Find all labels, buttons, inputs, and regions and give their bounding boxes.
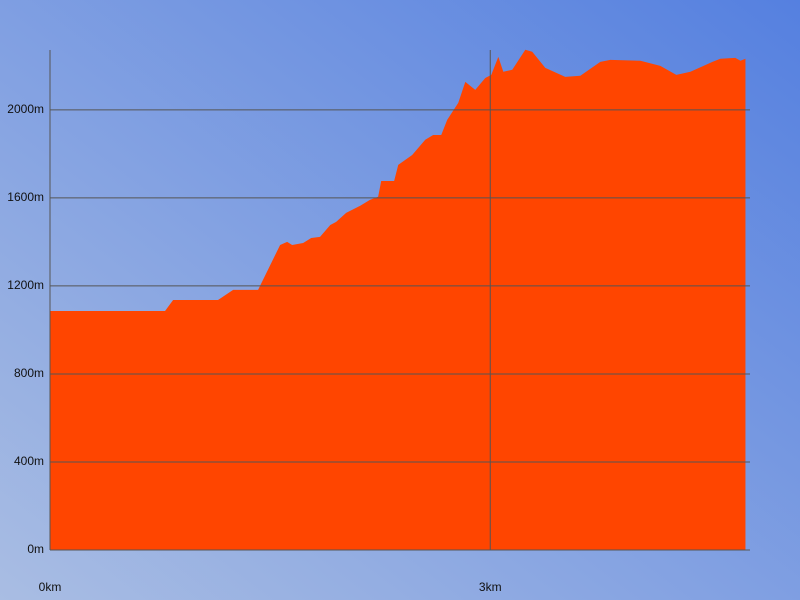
y-tick-label: 800m	[14, 366, 44, 380]
y-tick-label: 2000m	[7, 102, 44, 116]
x-tick-label: 0km	[39, 580, 62, 594]
elevation-area	[50, 49, 746, 550]
x-tick-label: 3km	[479, 580, 502, 594]
y-tick-label: 1600m	[7, 190, 44, 204]
y-tick-label: 0m	[27, 542, 44, 556]
y-tick-label: 1200m	[7, 278, 44, 292]
y-tick-label: 400m	[14, 454, 44, 468]
